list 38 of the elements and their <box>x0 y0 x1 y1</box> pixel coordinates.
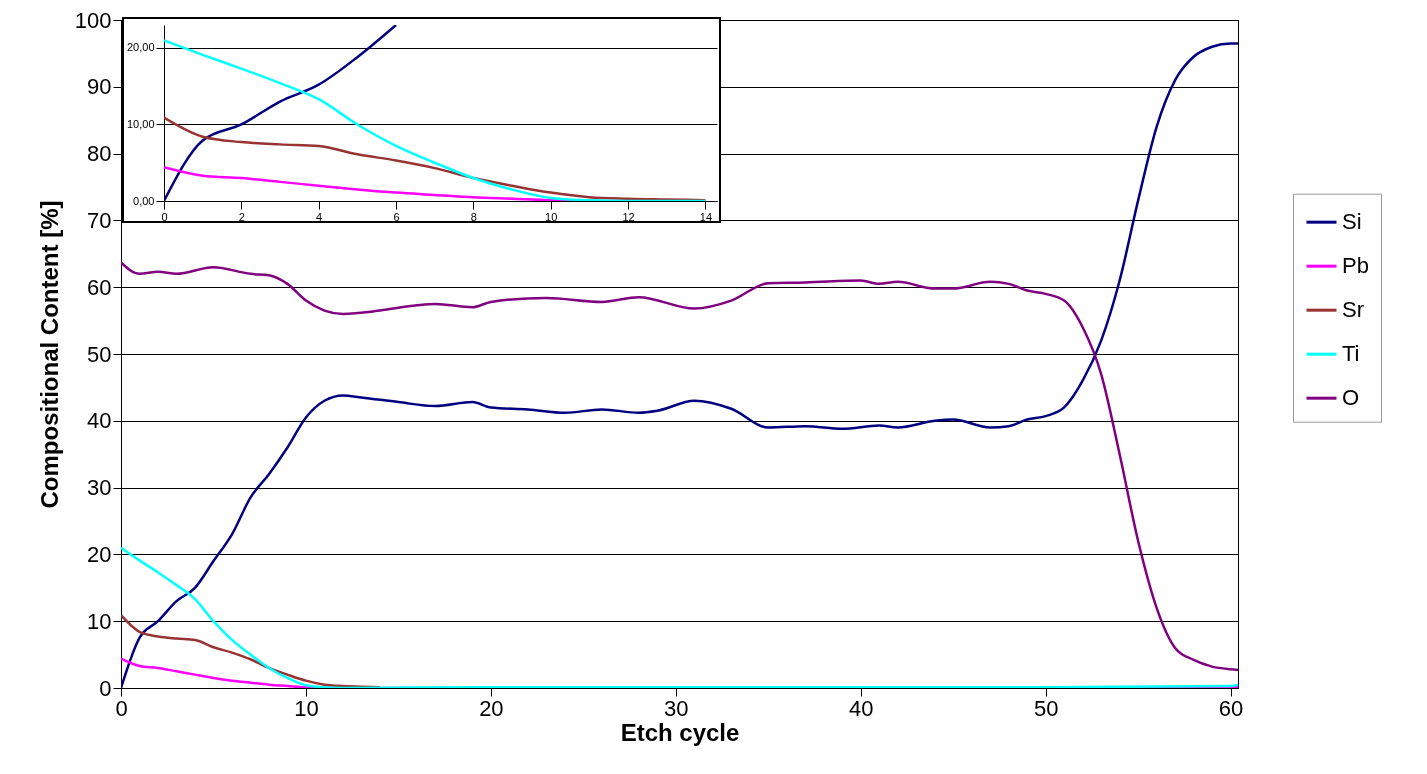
x-axis-title: Etch cycle <box>620 718 740 746</box>
x-tick-label: 6 <box>393 210 400 223</box>
x-tick-label: 30 <box>664 695 689 721</box>
legend-label: Sr <box>1342 297 1364 323</box>
legend-label: Pb <box>1342 253 1369 279</box>
x-tick-label: 0 <box>161 210 168 223</box>
y-tick-label: 90 <box>87 74 112 100</box>
y-tick-label: 30 <box>87 475 112 501</box>
x-tick-label: 8 <box>470 210 477 223</box>
y-tick-label: 70 <box>87 207 112 233</box>
y-tick-label: 10 <box>87 608 112 634</box>
legend-label: Ti <box>1342 341 1360 367</box>
x-tick-label: 50 <box>1033 695 1059 721</box>
y-axis-title: Compositional Content [%] <box>35 200 63 509</box>
x-tick-label: 14 <box>699 210 713 223</box>
line-series <box>164 116 707 201</box>
x-tick-label: 12 <box>622 210 635 223</box>
x-tick-label: 4 <box>316 210 323 223</box>
y-tick-label: 50 <box>87 341 112 367</box>
y-tick-label: 60 <box>87 274 112 300</box>
line-series <box>121 613 382 688</box>
y-tick-label: 0,00 <box>133 194 155 207</box>
legend-label: O <box>1342 385 1360 411</box>
x-tick-label: 40 <box>848 695 874 721</box>
y-tick-label: 0 <box>99 675 112 701</box>
x-tick-label: 20 <box>479 695 504 721</box>
y-tick-label: 40 <box>87 408 112 434</box>
y-tick-label: 20 <box>87 541 112 567</box>
y-tick-label: 20,00 <box>126 41 155 54</box>
y-tick-label: 10,00 <box>126 117 155 130</box>
x-tick-label: 60 <box>1218 695 1244 721</box>
y-tick-label: 80 <box>87 141 112 167</box>
legend-label: Si <box>1342 209 1362 235</box>
y-tick-label: 100 <box>74 7 112 33</box>
x-tick-label: 10 <box>294 695 319 721</box>
line-series <box>164 39 707 201</box>
x-tick-label: 2 <box>238 210 245 223</box>
x-tick-label: 10 <box>545 210 558 223</box>
